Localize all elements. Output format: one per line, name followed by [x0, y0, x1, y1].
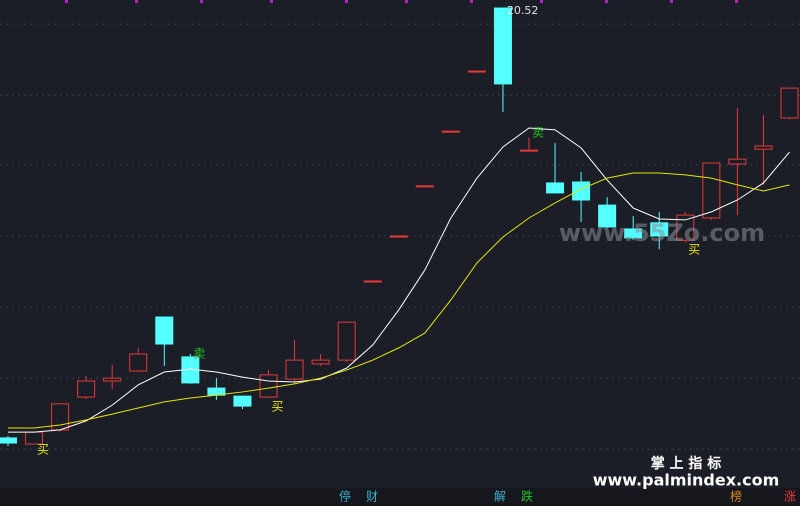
candle-body	[285, 359, 304, 380]
candle-body	[780, 87, 799, 119]
bottom-tag: 解	[494, 490, 506, 504]
candle-body	[415, 185, 434, 188]
bottom-tag: 跌	[521, 489, 533, 504]
candle-body	[259, 374, 278, 398]
watermark: www.55Zo.com	[559, 219, 765, 247]
candle-body	[233, 395, 252, 407]
candle-body	[441, 130, 460, 133]
signal-label: 卖	[193, 347, 205, 361]
candle-body	[572, 181, 591, 201]
candle-body	[598, 204, 617, 228]
candle-body	[103, 377, 122, 382]
candle-body	[467, 70, 486, 73]
bottom-tag: 停	[339, 489, 351, 504]
signal-label: 买	[271, 400, 283, 414]
candle-body	[676, 214, 695, 241]
top-marks	[65, 0, 738, 3]
bottom-tag: 榜	[730, 489, 742, 504]
candle-body	[624, 228, 643, 239]
signal-label: 买	[37, 443, 49, 457]
bottom-tag: 财	[366, 490, 378, 504]
candle-body	[155, 316, 174, 345]
brand-title: 掌 上 指 标	[651, 455, 722, 472]
signal-label: 买	[688, 243, 700, 257]
candle-body	[520, 149, 538, 152]
candle-body	[389, 235, 408, 238]
high-label: 20.52	[507, 4, 539, 17]
bottom-bar	[0, 488, 800, 506]
moving-average	[8, 172, 790, 429]
candle-body	[702, 162, 721, 219]
candle-body	[650, 222, 669, 237]
signal-label: 卖	[532, 126, 544, 140]
candle-body	[493, 7, 512, 85]
candle-body	[754, 145, 773, 150]
candle-body	[363, 280, 382, 283]
candle-body	[311, 359, 330, 365]
bottom-tag: 涨	[784, 489, 796, 504]
candle-body	[728, 158, 747, 165]
candle-body	[337, 321, 356, 361]
moving-average	[8, 127, 790, 433]
candle-body	[77, 380, 96, 398]
candle-body	[129, 353, 148, 372]
candle-body	[0, 437, 17, 444]
brand-url: www.palmindex.com	[593, 471, 780, 490]
candle-body	[546, 182, 565, 194]
